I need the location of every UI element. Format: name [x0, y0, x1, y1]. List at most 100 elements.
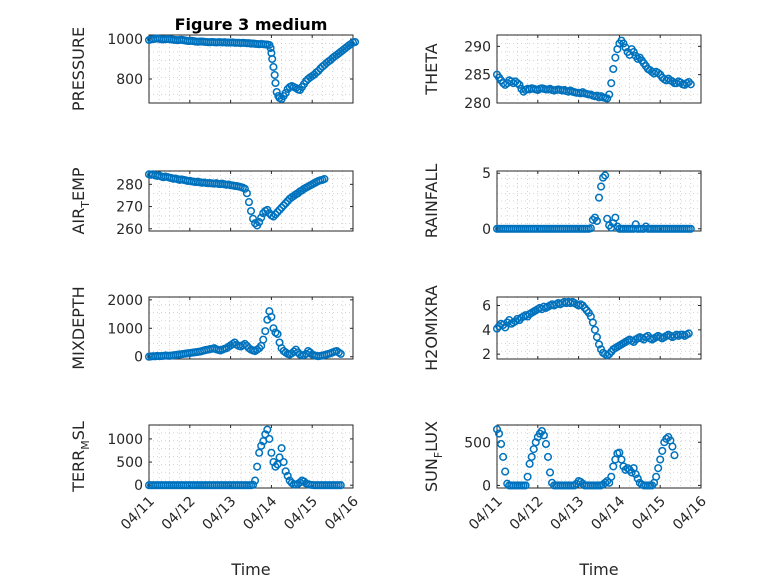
- y-tick-label: 280: [464, 96, 491, 112]
- y-tick-label: 280: [116, 177, 143, 193]
- data-point: [684, 329, 693, 338]
- y-tick-label: 5: [482, 166, 491, 182]
- data-point: [588, 318, 597, 327]
- data-point: [501, 467, 510, 476]
- data-point: [242, 189, 251, 198]
- x-tick-label: 04/11: [466, 494, 506, 534]
- subplot-7: 0 500 1000 TERRMSL 04/11 04/12 04/13 04/14 04/15…: [69, 421, 362, 579]
- data-point: [501, 80, 510, 89]
- data-point: [590, 325, 599, 334]
- data-point: [668, 442, 677, 451]
- y-axis-label: MIXDEPTH: [69, 286, 88, 369]
- data-point: [270, 70, 279, 80]
- data-point: [267, 312, 276, 321]
- data-point: [244, 198, 254, 207]
- y-tick-label: 4: [482, 323, 491, 339]
- data-point: [611, 213, 620, 222]
- data-point: [253, 462, 262, 471]
- data-point: [541, 439, 551, 449]
- data-point: [266, 43, 275, 53]
- data-point: [267, 448, 276, 457]
- data-point: [492, 425, 502, 434]
- y-tick-label: 500: [116, 455, 143, 471]
- data-point: [521, 481, 530, 490]
- data-point: [605, 90, 614, 99]
- subplot-6: 2 4 6 H2OMIXRA: [422, 285, 702, 371]
- data-point: [686, 224, 695, 233]
- data-point: [273, 208, 282, 217]
- data-point: [609, 462, 618, 471]
- y-tick-label: 270: [116, 200, 143, 216]
- data-point: [545, 468, 555, 477]
- data-point: [592, 333, 602, 342]
- axes-box: [496, 170, 702, 232]
- data-point: [603, 477, 612, 486]
- data-point: [281, 467, 290, 476]
- data-point: [537, 426, 546, 436]
- figure-title: Figure 3 medium: [175, 15, 328, 34]
- data-point: [605, 221, 614, 230]
- y-tick-label: 0: [134, 478, 143, 494]
- data-point: [255, 448, 264, 457]
- data-point: [283, 471, 292, 481]
- data-point: [684, 77, 693, 87]
- y-tick-label: 0: [482, 222, 491, 238]
- data-point: [607, 472, 616, 481]
- x-tick-label: 04/16: [322, 493, 362, 533]
- plot-area: [149, 425, 353, 488]
- data-point: [588, 215, 597, 224]
- data-point: [599, 173, 608, 182]
- data-point: [271, 462, 280, 471]
- y-tick-label: 6: [482, 299, 491, 315]
- y-axis-label: THETA: [422, 43, 441, 95]
- y-tick-label: 800: [116, 72, 143, 88]
- data-point: [261, 327, 270, 336]
- data-point: [320, 174, 329, 184]
- y-tick-label: 1000: [107, 432, 143, 448]
- data-point: [312, 68, 321, 77]
- data-point: [273, 329, 282, 339]
- data-point: [497, 439, 506, 449]
- data-point: [261, 430, 270, 439]
- axes-box: [148, 170, 354, 232]
- data-point: [609, 64, 618, 74]
- data-point: [263, 425, 272, 434]
- data-point: [257, 441, 266, 450]
- data-point: [246, 206, 256, 216]
- data-point: [240, 339, 249, 348]
- x-axis-label: Time: [230, 560, 270, 579]
- data-point: [271, 78, 280, 88]
- data-point: [654, 68, 663, 78]
- data-point: [281, 199, 290, 208]
- data-point: [525, 459, 534, 468]
- data-point: [257, 213, 266, 222]
- data-point: [240, 184, 249, 193]
- data-point: [259, 335, 268, 344]
- data-point: [629, 47, 638, 57]
- plot-area: [497, 297, 701, 359]
- data-point: [527, 452, 536, 461]
- y-tick-label: 285: [464, 68, 491, 84]
- x-tick-label: 04/16: [670, 493, 710, 533]
- data-point: [499, 452, 508, 461]
- y-tick-label: 1000: [107, 32, 143, 48]
- y-axis-label: AIRTEMP: [69, 167, 92, 234]
- data-point: [658, 446, 667, 455]
- data-point: [619, 39, 628, 48]
- subplot-3: 260 270 280 AIRTEMP: [69, 167, 354, 238]
- data-point: [248, 214, 258, 223]
- subplot-8: 0 500 SUNFLUX 04/11 04/12 04/13 04/14 04/15 04/1…: [422, 421, 710, 579]
- data-point: [539, 431, 548, 440]
- x-tick-label: 04/11: [118, 494, 158, 534]
- data-point: [627, 468, 636, 477]
- data-point: [603, 94, 612, 103]
- data-point: [670, 451, 679, 460]
- data-point: [336, 349, 345, 358]
- y-axis-label: TERRMSL: [69, 421, 92, 493]
- subplot-5: 0 1000 2000 MIXDEPTH: [69, 286, 354, 370]
- data-point: [265, 434, 274, 443]
- x-tick-label: 04/12: [507, 494, 547, 534]
- data-point: [255, 344, 264, 353]
- data-point: [269, 62, 278, 72]
- data-point: [279, 458, 288, 467]
